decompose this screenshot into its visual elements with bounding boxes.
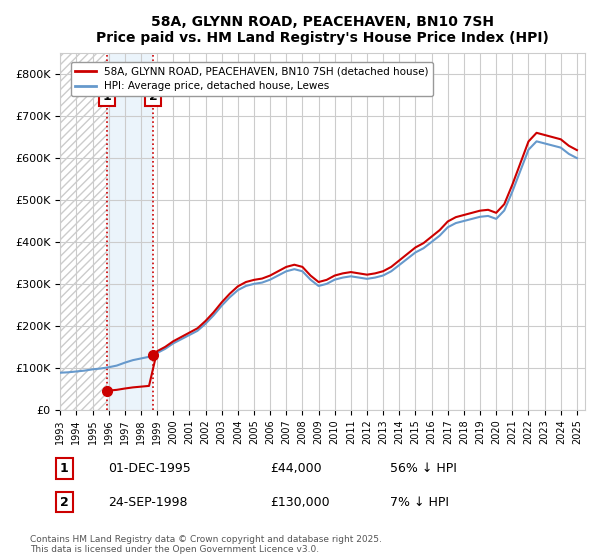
Text: 01-DEC-1995: 01-DEC-1995 <box>108 462 191 475</box>
Text: 56% ↓ HPI: 56% ↓ HPI <box>390 462 457 475</box>
Bar <box>60 53 107 409</box>
Text: 1: 1 <box>60 462 69 475</box>
Text: 1: 1 <box>103 90 112 102</box>
Title: 58A, GLYNN ROAD, PEACEHAVEN, BN10 7SH
Price paid vs. HM Land Registry's House Pr: 58A, GLYNN ROAD, PEACEHAVEN, BN10 7SH Pr… <box>96 15 549 45</box>
Text: 24-SEP-1998: 24-SEP-1998 <box>108 496 187 508</box>
Text: 2: 2 <box>149 90 157 102</box>
Text: 2: 2 <box>60 496 69 508</box>
Text: Contains HM Land Registry data © Crown copyright and database right 2025.
This d: Contains HM Land Registry data © Crown c… <box>30 535 382 554</box>
Text: 7% ↓ HPI: 7% ↓ HPI <box>390 496 449 508</box>
Text: £130,000: £130,000 <box>270 496 329 508</box>
Legend: 58A, GLYNN ROAD, PEACEHAVEN, BN10 7SH (detached house), HPI: Average price, deta: 58A, GLYNN ROAD, PEACEHAVEN, BN10 7SH (d… <box>71 62 433 96</box>
Bar <box>107 53 153 409</box>
Text: £44,000: £44,000 <box>270 462 322 475</box>
